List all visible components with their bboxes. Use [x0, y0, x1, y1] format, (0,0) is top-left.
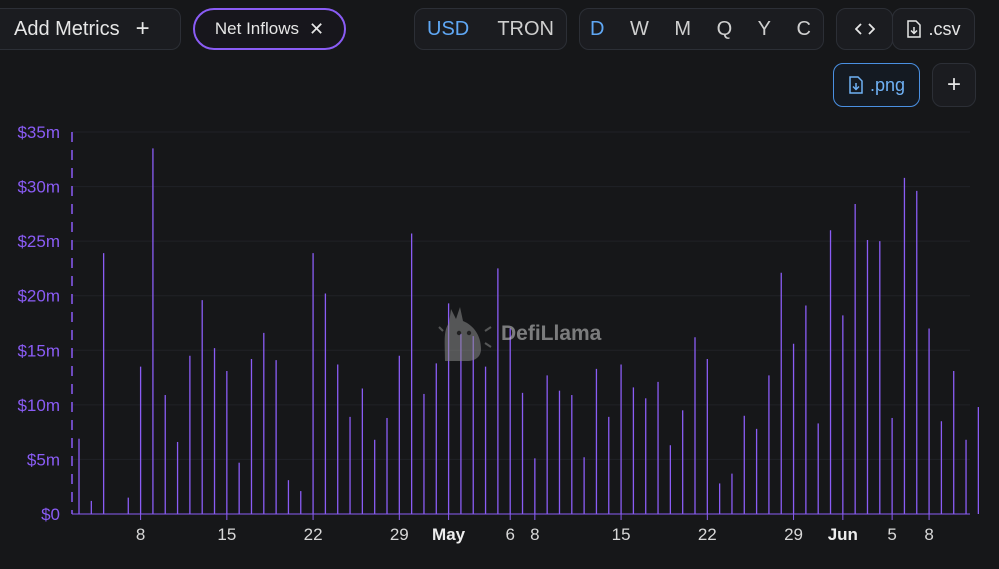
x-tick-label: 29 [784, 525, 803, 544]
add-metrics-label: Add Metrics [14, 17, 120, 40]
code-icon [854, 23, 875, 35]
x-tick-label: 8 [530, 525, 539, 544]
x-tick-label: 8 [136, 525, 145, 544]
x-tick-label: 6 [505, 525, 514, 544]
x-tick-label: Jun [828, 525, 858, 544]
x-tick-label: 15 [612, 525, 631, 544]
period-option-y[interactable]: Y [757, 17, 771, 40]
close-icon[interactable]: ✕ [309, 18, 325, 39]
active-metric-label: Net Inflows [214, 19, 299, 38]
y-tick-label: $30m [17, 178, 60, 197]
bars-group [78, 148, 980, 514]
llama-logo-icon [438, 307, 492, 361]
period-option-q[interactable]: Q [716, 17, 733, 40]
y-tick-label: $10m [17, 396, 60, 415]
x-tick-label: 22 [698, 525, 717, 544]
add-metrics-button[interactable]: Add Metrics + [0, 8, 181, 50]
watermark: DefiLlama [437, 303, 601, 365]
plus-icon: + [946, 71, 961, 98]
watermark-text: DefiLlama [501, 322, 602, 345]
y-tick-label: $15m [17, 341, 60, 360]
download-csv-button[interactable]: .csv [892, 8, 975, 50]
unit-toggle-group: USD TRON [414, 8, 567, 50]
period-option-c[interactable]: C [796, 17, 811, 40]
y-tick-labels: $0 $5m $10m $15m $20m $25m $30m $35m [17, 123, 60, 524]
y-tick-label: $35m [17, 123, 60, 142]
x-tick-labels: 8 15 22 29 May 6 8 15 22 29 Jun 5 8 [136, 514, 934, 544]
period-option-w[interactable]: W [629, 17, 649, 40]
period-toggle-group: D W M Q Y C [579, 8, 824, 50]
period-option-d[interactable]: D [590, 17, 605, 40]
x-tick-label: 22 [304, 525, 323, 544]
png-label: .png [869, 74, 906, 95]
x-tick-label: 8 [924, 525, 933, 544]
unit-option-tron[interactable]: TRON [497, 17, 554, 40]
add-chart-button[interactable]: + [932, 63, 976, 107]
x-tick-label: May [432, 525, 466, 544]
download-file-icon [907, 20, 922, 38]
download-png-button[interactable]: .png [833, 63, 920, 107]
period-option-m[interactable]: M [674, 17, 692, 40]
y-tick-label: $0 [41, 505, 60, 524]
x-tick-label: 5 [887, 525, 896, 544]
active-metric-chip[interactable]: Net Inflows ✕ [193, 8, 346, 50]
plus-icon: + [135, 15, 150, 42]
y-tick-label: $20m [17, 287, 60, 306]
y-tick-label: $25m [17, 232, 60, 251]
embed-button[interactable] [836, 8, 893, 50]
csv-label: .csv [928, 18, 961, 39]
y-tick-label: $5m [27, 450, 60, 469]
unit-option-usd[interactable]: USD [427, 17, 470, 40]
x-tick-label: 15 [217, 525, 236, 544]
download-file-icon [849, 76, 863, 94]
x-tick-label: 29 [390, 525, 409, 544]
